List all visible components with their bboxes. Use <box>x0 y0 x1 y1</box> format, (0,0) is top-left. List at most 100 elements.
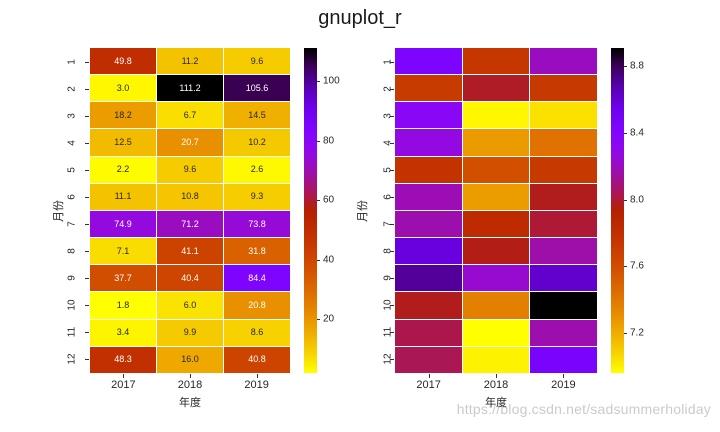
y-tick-label: 5 <box>382 167 394 173</box>
y-tick-label: 10 <box>66 299 78 311</box>
colorbar-tick-mark <box>624 266 627 268</box>
y-axis-label: 月份 <box>357 199 369 222</box>
heatmap-cell-value: 11.2 <box>157 48 223 75</box>
heatmap-cell-value: 40.4 <box>157 265 223 292</box>
x-tick-mark <box>428 374 430 378</box>
heatmap-cell <box>462 292 530 319</box>
heatmap-cell-value: 40.8 <box>224 346 290 373</box>
heatmap-cell-value: 2.2 <box>90 156 156 183</box>
heatmap-cell-value: 105.6 <box>224 75 290 102</box>
heatmap-cell <box>530 48 597 75</box>
x-tick-mark <box>256 374 258 378</box>
heatmap-cell-value: 48.3 <box>90 346 156 373</box>
heatmap-cell-value: 1.8 <box>90 292 156 319</box>
heatmap-cell <box>462 102 530 129</box>
colorbar-tick-label: 8.0 <box>630 194 644 206</box>
heatmap-cell <box>395 48 462 75</box>
heatmap-cell-value: 2.6 <box>224 156 290 183</box>
heatmap-cell <box>530 346 597 373</box>
y-tick-label: 4 <box>382 140 394 146</box>
y-tick-mark <box>85 251 89 253</box>
heatmap-cell <box>395 156 462 183</box>
heatmap-cell-value: 20.7 <box>157 129 223 156</box>
heatmap-cell-value: 10.2 <box>224 129 290 156</box>
y-tick-label: 9 <box>66 275 78 281</box>
heatmap-right-grid <box>395 48 597 373</box>
y-tick-mark <box>85 278 89 280</box>
colorbar-tick-label: 7.2 <box>630 327 644 339</box>
x-tick-label: 2017 <box>416 379 441 391</box>
y-tick-mark <box>390 88 394 90</box>
colorbar-tick-label: 7.6 <box>630 260 644 272</box>
x-tick-mark <box>496 374 497 378</box>
y-tick-label: 10 <box>382 299 394 311</box>
heatmap-cell <box>395 319 462 346</box>
colorbar-tick-mark <box>317 318 320 320</box>
heatmap-cell-value: 12.5 <box>90 129 156 156</box>
y-tick-mark <box>390 224 394 226</box>
heatmap-cell <box>530 129 597 156</box>
heatmap-cell <box>462 48 530 75</box>
y-tick-mark <box>390 142 394 144</box>
heatmap-cell-value: 9.6 <box>224 48 290 75</box>
heatmap-cell <box>462 183 530 210</box>
y-tick-mark <box>85 142 89 144</box>
x-tick-label: 2019 <box>244 379 269 391</box>
y-tick-mark <box>85 169 89 171</box>
y-tick-mark <box>390 359 394 361</box>
heatmap-cell-value: 11.1 <box>90 183 156 210</box>
colorbar-tick-mark <box>624 333 627 334</box>
heatmap-cell-value: 31.8 <box>224 238 290 265</box>
colorbar-tick-mark <box>624 133 627 134</box>
colorbar-tick-label: 60 <box>323 194 335 206</box>
y-axis-label: 月份 <box>53 199 65 222</box>
y-tick-label: 9 <box>382 275 394 281</box>
heatmap-cell <box>395 238 462 265</box>
colorbar-tick-mark <box>317 259 320 261</box>
y-tick-label: 4 <box>66 140 78 146</box>
heatmap-right-colorbar <box>611 48 624 373</box>
heatmap-cell <box>462 346 530 373</box>
heatmap-cell <box>462 75 530 102</box>
heatmap-cell <box>462 319 530 346</box>
heatmap-cell-value: 49.8 <box>90 48 156 75</box>
y-tick-mark <box>85 305 89 307</box>
y-tick-label: 2 <box>66 85 78 92</box>
heatmap-cell <box>395 210 462 238</box>
colorbar-tick-mark <box>317 140 320 142</box>
x-tick-mark <box>190 374 191 378</box>
heatmap-cell <box>395 292 462 319</box>
heatmap-cell <box>462 156 530 183</box>
y-tick-label: 1 <box>382 58 394 65</box>
heatmap-cell-value: 9.6 <box>157 156 223 183</box>
y-tick-mark <box>85 88 89 90</box>
y-tick-mark <box>390 278 394 280</box>
heatmap-cell-value: 8.6 <box>224 319 290 346</box>
y-tick-label: 7 <box>66 221 78 227</box>
y-tick-mark <box>390 251 394 253</box>
heatmap-cell-value: 3.0 <box>90 75 156 102</box>
y-tick-mark <box>390 332 394 334</box>
heatmap-cell-value: 111.2 <box>157 75 223 102</box>
heatmap-cell <box>395 102 462 129</box>
heatmap-cell <box>462 238 530 265</box>
heatmap-cell-value: 84.4 <box>224 265 290 292</box>
heatmap-cell <box>530 265 597 292</box>
x-axis-label: 年度 <box>179 397 201 409</box>
heatmap-cell <box>530 238 597 265</box>
x-tick-label: 2019 <box>551 379 576 391</box>
y-tick-mark <box>85 196 89 198</box>
heatmap-cell <box>395 346 462 373</box>
heatmap-cell-value: 9.9 <box>157 319 223 346</box>
heatmap-cell-value: 37.7 <box>90 265 156 292</box>
colorbar-tick-label: 80 <box>323 135 335 147</box>
y-tick-label: 6 <box>66 194 78 200</box>
heatmap-cell-value: 10.8 <box>157 183 223 210</box>
y-tick-mark <box>390 305 394 307</box>
heatmap-cell <box>530 102 597 129</box>
y-tick-label: 11 <box>66 327 78 338</box>
y-tick-mark <box>85 115 89 117</box>
heatmap-cell <box>530 156 597 183</box>
y-tick-label: 3 <box>382 112 394 119</box>
